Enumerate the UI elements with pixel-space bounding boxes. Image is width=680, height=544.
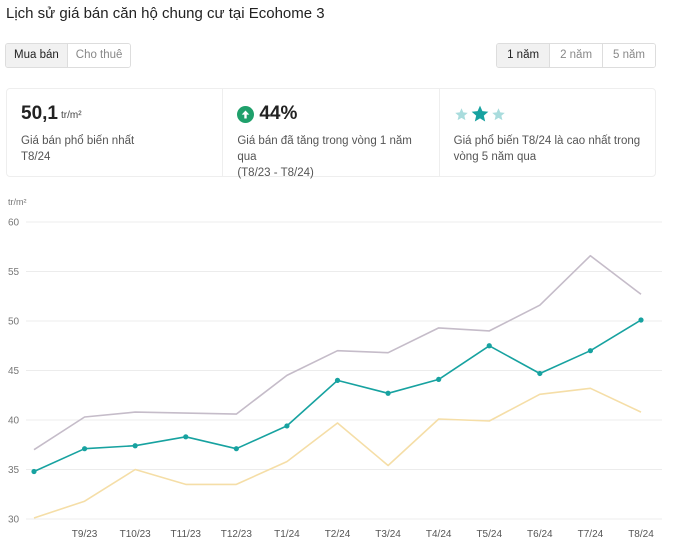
tab-5-years[interactable]: 5 năm — [602, 44, 655, 67]
price-desc: Giá bán phổ biến nhất — [21, 135, 135, 147]
x-tick-label: T2/24 — [325, 529, 351, 540]
data-point — [334, 377, 341, 383]
range-tabs: 1 năm 2 năm 5 năm — [496, 43, 656, 68]
y-axis-unit: tr/m² — [8, 197, 27, 207]
data-point — [81, 446, 88, 452]
change-desc: Giá bán đã tăng trong vòng 1 năm qua — [237, 135, 412, 163]
series-line-3 — [33, 387, 642, 519]
price-chart: tr/m² 30 35 40 45 50 55 60 T9/23 T10/23 T11/23 T12/… — [8, 197, 662, 540]
x-tick-label: T8/24 — [628, 529, 654, 540]
x-tick-label: T1/24 — [274, 529, 300, 540]
x-tick-label: T12/23 — [221, 529, 253, 540]
y-tick-label: 55 — [8, 267, 20, 278]
data-point — [183, 434, 189, 440]
data-point — [537, 370, 543, 377]
y-tick-label: 40 — [8, 416, 20, 427]
tab-rent[interactable]: Cho thuê — [66, 44, 131, 67]
stat-change: 44% Giá bán đã tăng trong vòng 1 năm qua… — [222, 89, 438, 179]
change-period: (T8/23 - T8/24) — [237, 167, 314, 179]
x-tick-label: T9/23 — [72, 529, 98, 540]
page-title: Lịch sử giá bán căn hộ chung cư tại Ecoh… — [6, 5, 325, 22]
y-tick-label: 50 — [8, 317, 20, 328]
data-point — [638, 317, 644, 323]
stat-price: 50,1 tr/m² Giá bán phổ biến nhất T8/24 — [7, 89, 222, 176]
tab-1-year[interactable]: 1 năm — [497, 44, 550, 67]
price-period: T8/24 — [21, 151, 51, 163]
x-tick-label: T7/24 — [578, 529, 604, 540]
change-value: 44% — [259, 103, 298, 124]
data-point — [31, 468, 37, 475]
x-tick-label: T6/24 — [527, 529, 553, 540]
stat-rank: Giá phổ biến T8/24 là cao nhất trong vòn… — [438, 89, 655, 176]
stars-icon — [454, 104, 506, 124]
rank-desc: Giá phổ biến T8/24 là cao nhất trong — [453, 135, 641, 147]
y-tick-label: 60 — [8, 218, 20, 229]
y-tick-label: 45 — [8, 366, 20, 377]
data-point — [132, 443, 138, 449]
tab-buy[interactable]: Mua bán — [6, 44, 67, 67]
x-tick-label: T11/23 — [171, 529, 202, 540]
x-tick-label: T5/24 — [476, 529, 502, 540]
data-point — [385, 390, 391, 396]
data-point — [284, 423, 290, 429]
x-tick-label: T4/24 — [426, 529, 452, 540]
mode-tabs: Mua bán Cho thuê — [5, 43, 132, 68]
data-point — [436, 376, 442, 383]
price-value: 50,1 — [21, 103, 58, 124]
data-point — [233, 446, 239, 452]
series-line-1 — [33, 254, 642, 451]
rank-period: vòng 5 năm qua — [453, 151, 537, 163]
y-tick-label: 30 — [8, 515, 20, 526]
stats-panel: 50,1 tr/m² Giá bán phổ biến nhất T8/24 4… — [6, 88, 656, 179]
x-tick-label: T3/24 — [375, 529, 401, 540]
data-point — [587, 348, 594, 354]
data-point — [486, 343, 492, 349]
y-tick-label: 35 — [8, 465, 20, 476]
series-line-2 — [33, 319, 642, 473]
arrow-up-icon — [237, 105, 255, 123]
price-unit: tr/m² — [60, 109, 82, 121]
x-tick-label: T10/23 — [120, 529, 152, 540]
tab-2-years[interactable]: 2 năm — [549, 44, 603, 67]
